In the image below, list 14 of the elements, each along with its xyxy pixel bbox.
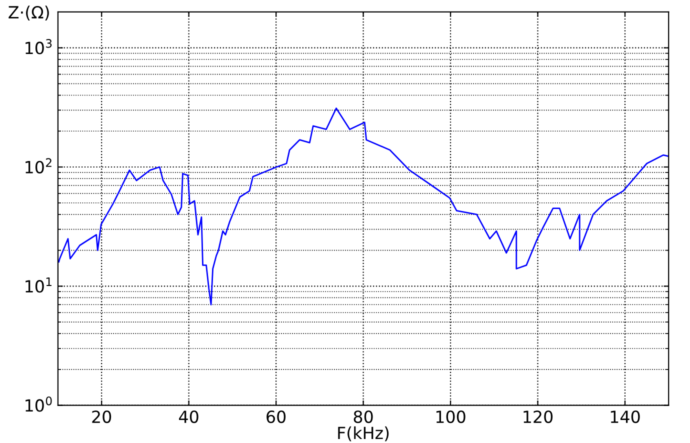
y-axis-title: Z·(Ω) bbox=[8, 6, 49, 21]
x-tick-label: 60 bbox=[266, 410, 286, 424]
x-tick-label: 100 bbox=[436, 410, 466, 424]
x-tick-label: 140 bbox=[610, 410, 640, 424]
x-tick-label: 80 bbox=[354, 410, 373, 424]
line-series bbox=[58, 108, 669, 306]
y-tick-label: 10$^{0}$ bbox=[26, 396, 52, 412]
x-tick-label: 120 bbox=[524, 410, 553, 424]
y-tick-label: 10$^{3}$ bbox=[26, 39, 52, 54]
x-tick-label: 20 bbox=[92, 410, 112, 424]
y-tick-label: 10$^{2}$ bbox=[26, 158, 52, 174]
x-axis-title: F(kHz) bbox=[338, 426, 389, 442]
y-tick-label: 10$^{1}$ bbox=[26, 278, 52, 293]
x-tick-label: 40 bbox=[179, 410, 198, 424]
